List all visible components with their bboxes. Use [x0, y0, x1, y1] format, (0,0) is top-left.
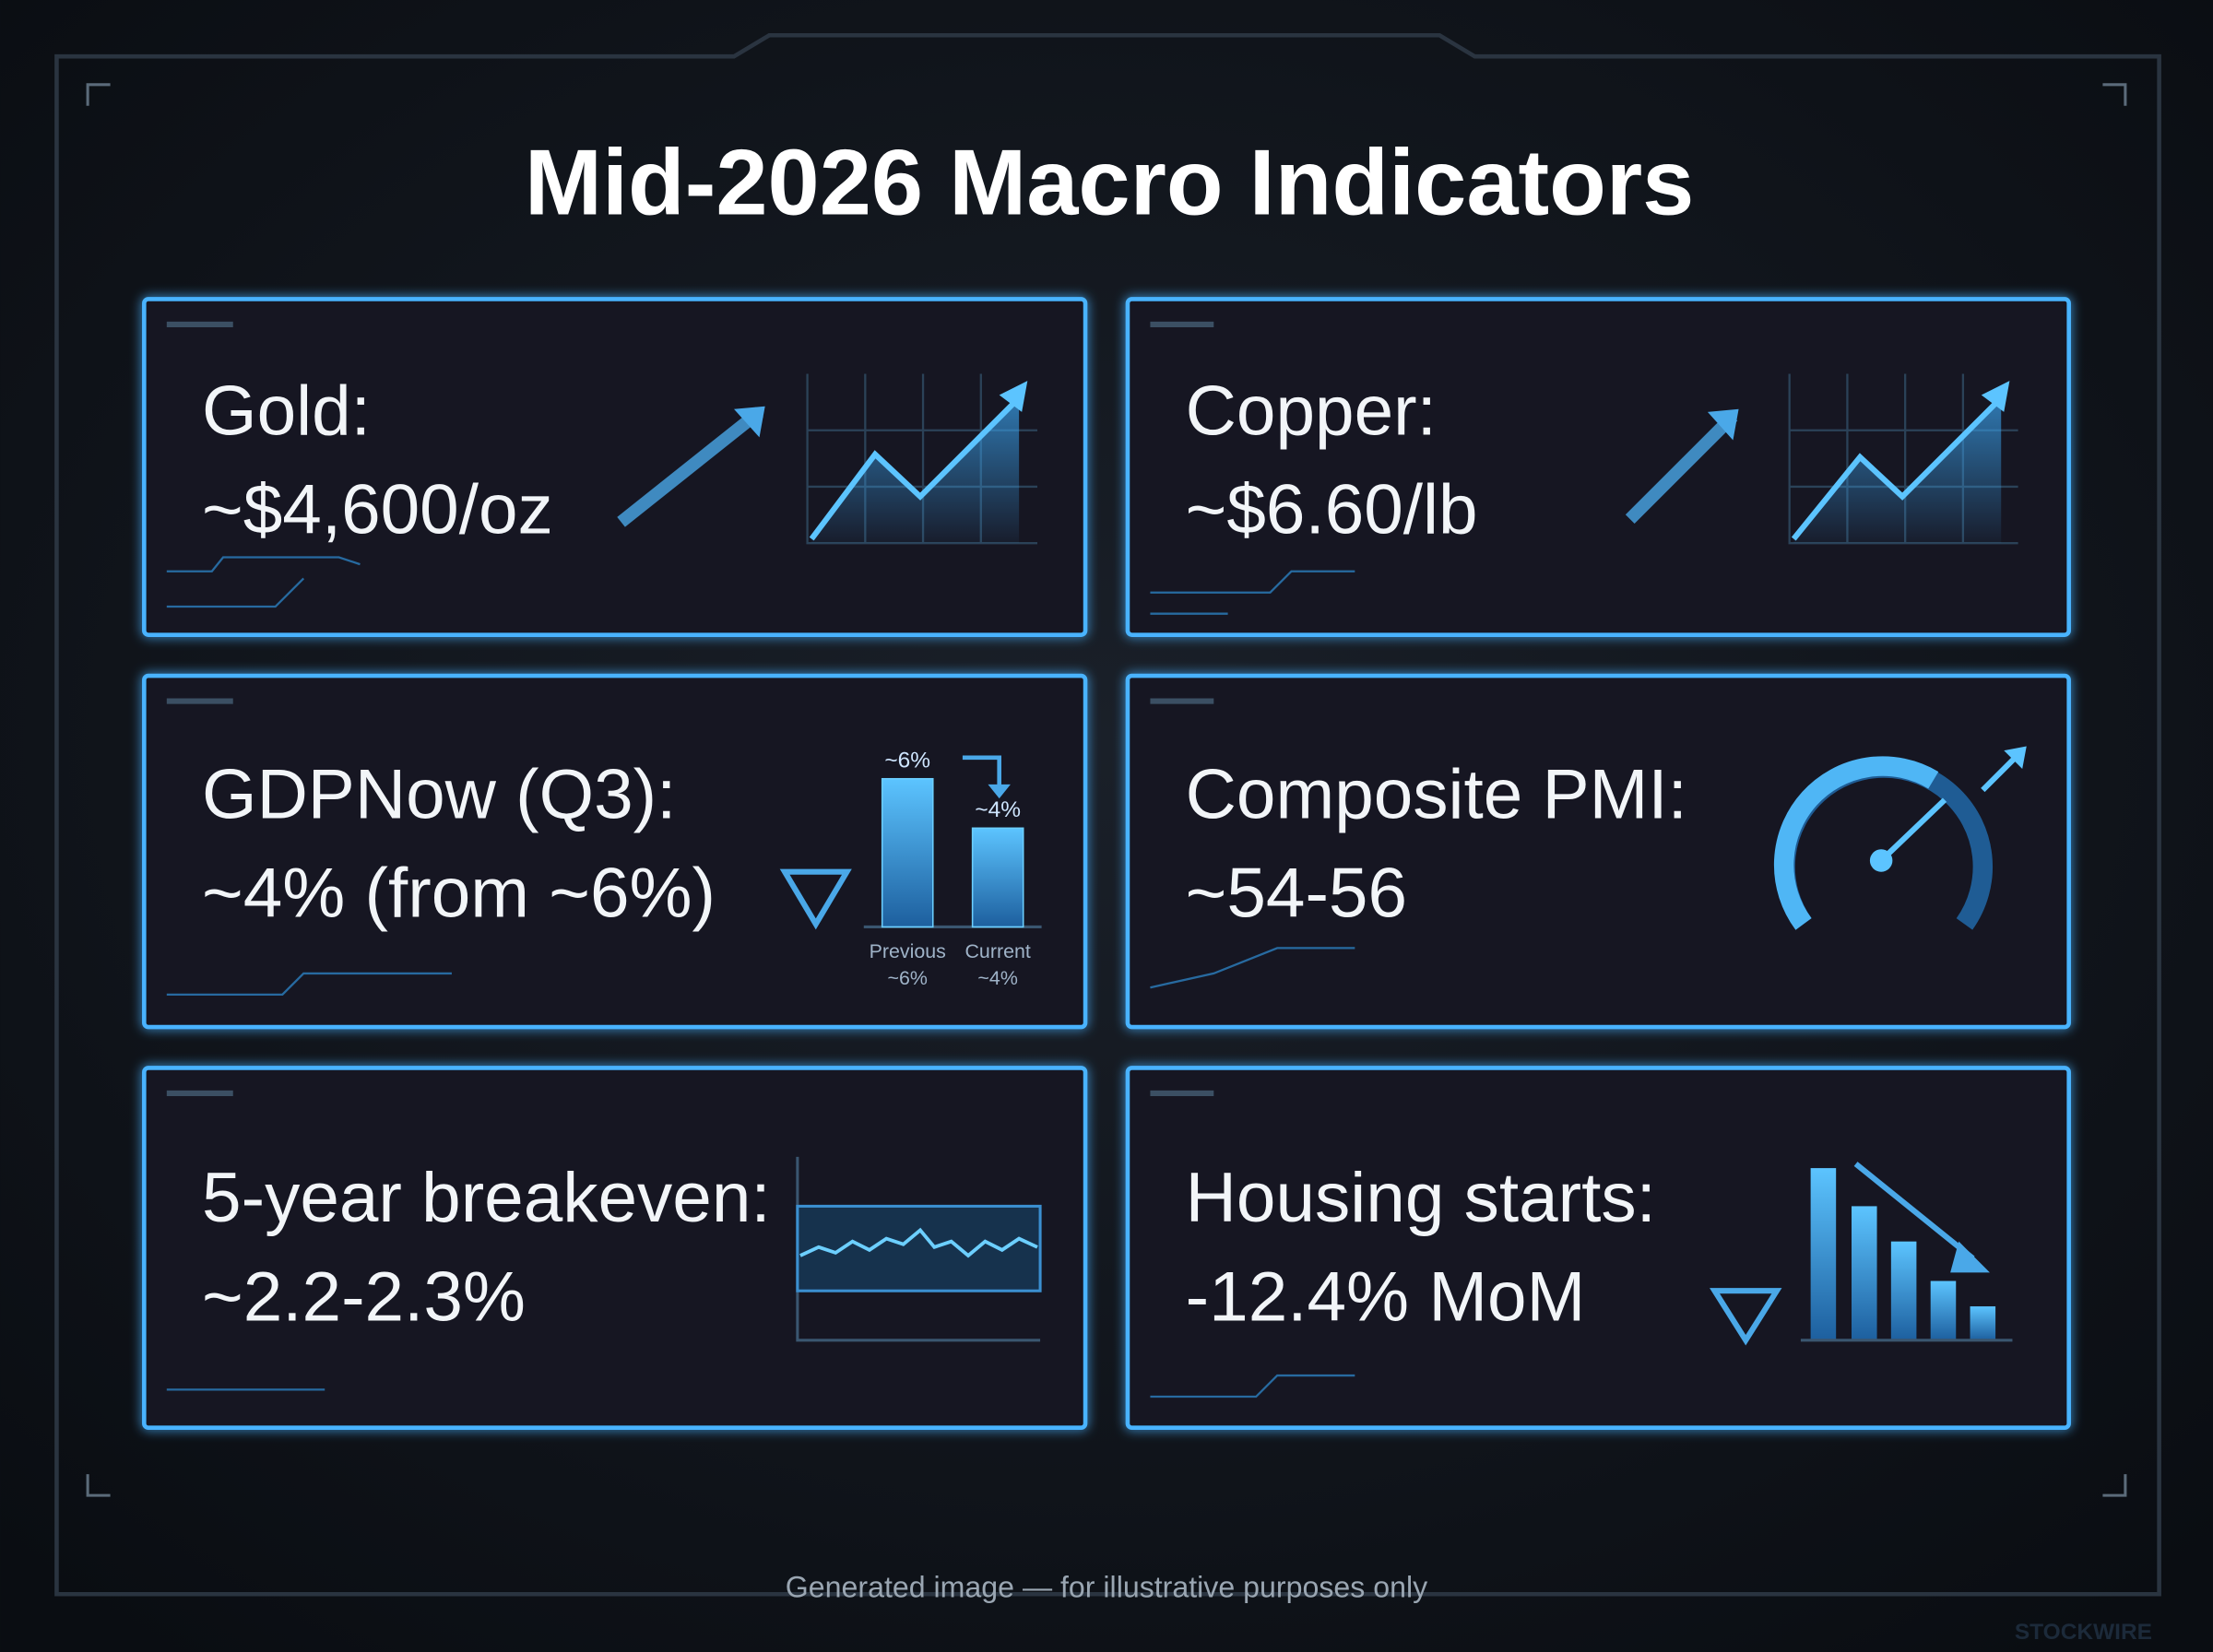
bar-caption: ~6% — [887, 967, 927, 989]
frame — [54, 32, 2161, 1597]
card-texts: Gold: ~$4,600/oz Copper: ~$6.60/lb GDPNo… — [202, 372, 1687, 1336]
bar-caption: ~4% — [977, 967, 1017, 989]
card-value: ~$6.60/lb — [1186, 470, 1478, 549]
card-value: -12.4% MoM — [1186, 1257, 1586, 1336]
arrow — [1625, 411, 1738, 525]
card-label: 5-year breakeven: — [202, 1159, 771, 1237]
arrow-head — [733, 406, 765, 438]
bar-name: Current — [964, 940, 1030, 962]
arrow — [962, 755, 1001, 787]
card — [142, 673, 1088, 1030]
arrow-head — [1707, 408, 1739, 441]
card — [1125, 673, 2071, 1030]
card-value: ~$4,600/oz — [202, 470, 553, 549]
card-label: Gold: — [202, 372, 371, 450]
gauge — [1773, 746, 2027, 930]
footer: Generated image — for illustrative purpo… — [786, 1570, 1427, 1603]
corner-marks — [86, 83, 2127, 1497]
arrow — [617, 407, 763, 527]
card — [1125, 297, 2071, 637]
card-value: ~2.2-2.3% — [202, 1257, 526, 1336]
card — [142, 1066, 1088, 1430]
mini-chart — [1710, 1162, 2013, 1346]
bar-name: Previous — [870, 940, 946, 962]
card-label: Composite PMI: — [1186, 756, 1687, 834]
bar-value-label: ~4% — [975, 797, 1021, 822]
mini-chart — [1788, 373, 2018, 545]
card — [1125, 1066, 2071, 1430]
bar — [971, 827, 1024, 928]
card-value: ~4% (from ~6%) — [202, 855, 716, 933]
card-label: Housing starts: — [1186, 1159, 1656, 1237]
card-label: Copper: — [1186, 372, 1437, 450]
arrow-head — [988, 784, 1011, 799]
watermark: STOCKWIRE — [2015, 1620, 2152, 1645]
bar — [881, 777, 934, 928]
mini-chart — [796, 1156, 1042, 1342]
card-label: GDPNow (Q3): — [202, 756, 676, 834]
bar-value-label: ~6% — [884, 748, 930, 773]
decorations — [166, 321, 2027, 1398]
card-value: ~54-56 — [1186, 855, 1407, 933]
mini-chart — [806, 373, 1038, 545]
card — [142, 297, 1088, 637]
card-tabs — [166, 321, 1214, 1097]
title: Mid-2026 Macro Indicators — [525, 132, 1694, 235]
arrow-head — [779, 868, 852, 930]
